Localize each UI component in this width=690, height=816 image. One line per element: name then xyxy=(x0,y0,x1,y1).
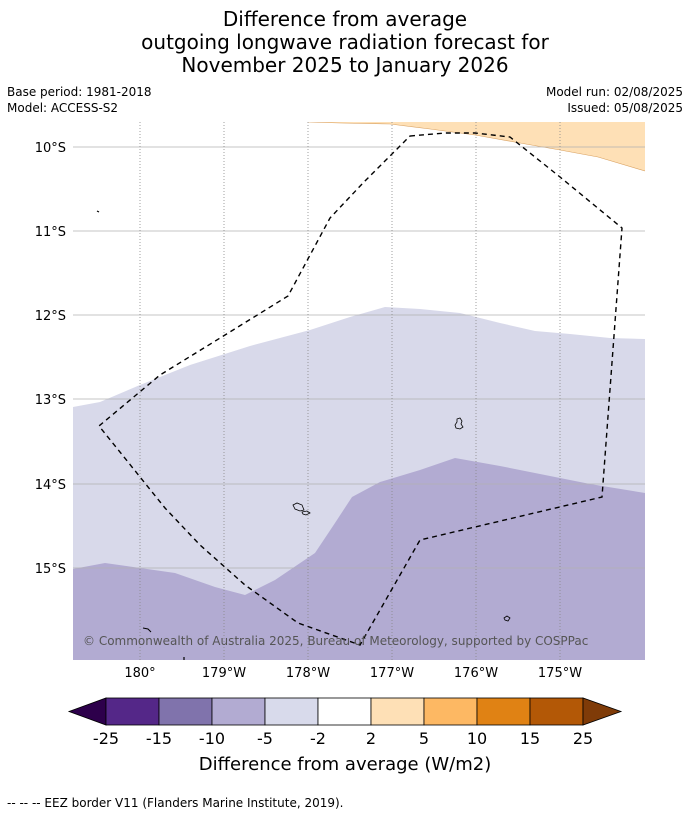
chart-title: Difference from average outgoing longwav… xyxy=(0,8,690,77)
title-line-3: November 2025 to January 2026 xyxy=(181,53,509,77)
colorbar-tick-label: -2 xyxy=(310,729,326,748)
title-line-2: outgoing longwave radiation forecast for xyxy=(141,30,549,54)
title-line-1: Difference from average xyxy=(222,7,468,31)
colorbar-tick-label: 15 xyxy=(520,729,540,748)
model-run: Model run: 02/08/2025 xyxy=(545,85,683,99)
lon-label-175w: 175°W xyxy=(538,666,582,681)
lat-label-11s: 11°S xyxy=(35,225,66,240)
lon-label-179w: 179°W xyxy=(202,666,246,681)
island-d xyxy=(503,615,511,622)
anomaly-region-orange xyxy=(308,122,645,171)
colorbar-tick-label: -5 xyxy=(257,729,273,748)
colorbar-segment xyxy=(423,697,478,726)
issued-date: Issued: 05/08/2025 xyxy=(567,101,683,115)
eez-border xyxy=(98,132,623,646)
lat-label-14s: 14°S xyxy=(35,478,66,493)
island-c xyxy=(301,510,311,516)
lat-label-15s: 15°S xyxy=(35,562,66,577)
orange-region-edge xyxy=(307,122,645,172)
meta-right: Model run: 02/08/2025 Issued: 05/08/2025 xyxy=(546,84,683,116)
model-name: Model: ACCESS-S2 xyxy=(7,101,119,115)
colorbar-tick-label: -10 xyxy=(199,729,225,748)
colorbar-segment xyxy=(529,697,584,726)
lon-label-177w: 177°W xyxy=(370,666,414,681)
lon-label-180: 180° xyxy=(124,666,155,681)
eez-footnote: -- -- -- EEZ border V11 (Flanders Marine… xyxy=(7,796,344,810)
colorbar-tick-label: 25 xyxy=(573,729,593,748)
latitude-labels: 10°S 11°S 12°S 13°S 14°S 15°S xyxy=(35,141,66,577)
colorbar-tick-label: 5 xyxy=(419,729,429,748)
lat-label-12s: 12°S xyxy=(35,309,66,324)
island-e xyxy=(142,627,152,633)
longitude-labels: 180° 179°W 178°W 177°W 176°W 175°W xyxy=(124,666,582,681)
colorbar-ticks: -25 -15 -10 -5 -2 2 5 10 15 25 xyxy=(93,729,593,748)
lat-label-13s: 13°S xyxy=(35,393,66,408)
lon-label-176w: 176°W xyxy=(454,666,498,681)
colorbar xyxy=(67,697,623,726)
colorbar-tick-label: 10 xyxy=(467,729,487,748)
colorbar-tick-label: 2 xyxy=(366,729,376,748)
colorbar-tick-label: -15 xyxy=(146,729,172,748)
copyright-text: © Commonwealth of Australia 2025, Bureau… xyxy=(83,634,588,648)
island-b xyxy=(292,502,305,512)
lat-label-10s: 10°S xyxy=(35,141,66,156)
colorbar-tick-label: -25 xyxy=(93,729,119,748)
colorbar-segment xyxy=(476,697,531,726)
base-period: Base period: 1981-2018 xyxy=(7,85,152,99)
colorbar-segment xyxy=(158,697,213,726)
island-f xyxy=(96,210,100,213)
map-area: © Commonwealth of Australia 2025, Bureau… xyxy=(73,122,645,660)
colorbar-segment xyxy=(105,697,160,726)
island-a xyxy=(454,417,464,430)
colorbar-arrow-low xyxy=(67,697,107,726)
colorbar-segment xyxy=(211,697,266,726)
lon-label-178w: 178°W xyxy=(286,666,330,681)
meta-left: Base period: 1981-2018 Model: ACCESS-S2 xyxy=(7,84,152,116)
anomaly-region-mid xyxy=(73,458,645,660)
latitude-grid xyxy=(73,146,645,569)
colorbar-arrow-high xyxy=(582,697,623,726)
colorbar-segment xyxy=(264,697,319,726)
colorbar-segment xyxy=(317,697,372,726)
map-figure: © Commonwealth of Australia 2025, Bureau… xyxy=(35,122,645,775)
colorbar-label: Difference from average (W/m2) xyxy=(199,754,491,775)
colorbar-segment xyxy=(370,697,425,726)
